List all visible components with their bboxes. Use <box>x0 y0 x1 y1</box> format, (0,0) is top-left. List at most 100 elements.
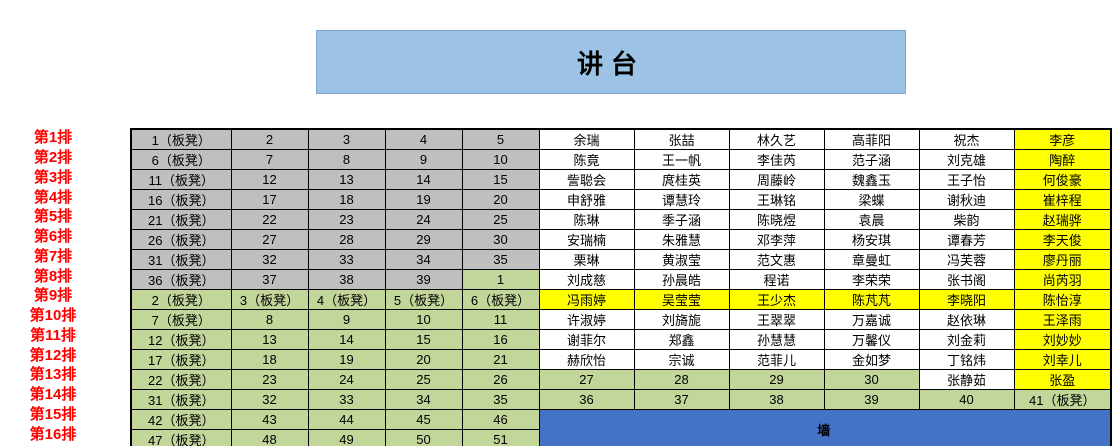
seat-cell[interactable]: 1（板凳） <box>130 128 232 150</box>
seat-cell[interactable]: 38 <box>307 269 386 290</box>
student-cell[interactable]: 高菲阳 <box>823 128 920 150</box>
seat-cell[interactable]: 22 <box>230 209 309 230</box>
student-cell[interactable]: 庹桂英 <box>633 169 730 190</box>
student-cell[interactable]: 陈琳 <box>538 209 635 230</box>
student-cell[interactable]: 何俊豪 <box>1013 169 1112 190</box>
seat-cell[interactable]: 3（板凳） <box>230 289 309 310</box>
seat-cell[interactable]: 29 <box>384 229 463 250</box>
student-cell[interactable]: 谭春芳 <box>918 229 1015 250</box>
student-cell[interactable]: 王一帆 <box>633 149 730 170</box>
seat-cell[interactable]: 35 <box>461 389 540 410</box>
seat-cell[interactable]: 27 <box>538 369 635 390</box>
seat-cell[interactable]: 20 <box>384 349 463 370</box>
student-cell[interactable]: 邓李萍 <box>728 229 825 250</box>
seat-cell[interactable]: 40 <box>918 389 1015 410</box>
student-cell[interactable]: 谭慧玲 <box>633 189 730 210</box>
student-cell[interactable]: 申舒雅 <box>538 189 635 210</box>
seat-cell[interactable]: 31（板凳） <box>130 249 232 270</box>
student-cell[interactable]: 李天俊 <box>1013 229 1112 250</box>
seat-cell[interactable]: 39 <box>384 269 463 290</box>
seat-cell[interactable]: 31（板凳） <box>130 389 232 410</box>
student-cell[interactable]: 陈晓煜 <box>728 209 825 230</box>
seat-cell[interactable]: 49 <box>307 429 386 446</box>
seat-cell[interactable]: 34 <box>384 249 463 270</box>
student-cell[interactable]: 崔梓程 <box>1013 189 1112 210</box>
student-cell[interactable]: 廖丹丽 <box>1013 249 1112 270</box>
student-cell[interactable]: 栗琳 <box>538 249 635 270</box>
seat-cell[interactable]: 8 <box>307 149 386 170</box>
seat-cell[interactable]: 4（板凳） <box>307 289 386 310</box>
student-cell[interactable]: 赵瑞骅 <box>1013 209 1112 230</box>
student-cell[interactable]: 柴韵 <box>918 209 1015 230</box>
seat-cell[interactable]: 13 <box>307 169 386 190</box>
student-cell[interactable]: 王少杰 <box>728 289 825 310</box>
seat-cell[interactable]: 37 <box>633 389 730 410</box>
student-cell[interactable]: 魏鑫玉 <box>823 169 920 190</box>
seat-cell[interactable]: 6（板凳） <box>130 149 232 170</box>
seat-cell[interactable]: 46 <box>461 409 540 430</box>
student-cell[interactable]: 黄淑莹 <box>633 249 730 270</box>
seat-cell[interactable]: 36 <box>538 389 635 410</box>
student-cell[interactable]: 刘金莉 <box>918 329 1015 350</box>
student-cell[interactable]: 梁蝶 <box>823 189 920 210</box>
seat-cell[interactable]: 13 <box>230 329 309 350</box>
student-cell[interactable]: 杨安琪 <box>823 229 920 250</box>
seat-cell[interactable]: 21 <box>461 349 540 370</box>
seat-cell[interactable]: 12（板凳） <box>130 329 232 350</box>
student-cell[interactable]: 刘妙妙 <box>1013 329 1112 350</box>
seat-cell[interactable]: 18 <box>230 349 309 370</box>
seat-cell[interactable]: 1 <box>461 269 540 290</box>
seat-cell[interactable]: 16 <box>461 329 540 350</box>
seat-cell[interactable]: 25 <box>461 209 540 230</box>
student-cell[interactable]: 冯芙蓉 <box>918 249 1015 270</box>
seat-cell[interactable]: 14 <box>307 329 386 350</box>
student-cell[interactable]: 李佳芮 <box>728 149 825 170</box>
student-cell[interactable]: 陈芃芃 <box>823 289 920 310</box>
seat-cell[interactable]: 24 <box>384 209 463 230</box>
seat-cell[interactable]: 8 <box>230 309 309 330</box>
seat-cell[interactable]: 19 <box>307 349 386 370</box>
seat-cell[interactable]: 45 <box>384 409 463 430</box>
student-cell[interactable]: 王琳铭 <box>728 189 825 210</box>
student-cell[interactable]: 张静茹 <box>918 369 1015 390</box>
seat-cell[interactable]: 15 <box>461 169 540 190</box>
seat-cell[interactable]: 29 <box>728 369 825 390</box>
seat-cell[interactable]: 22（板凳） <box>130 369 232 390</box>
seat-cell[interactable]: 20 <box>461 189 540 210</box>
seat-cell[interactable]: 36（板凳） <box>130 269 232 290</box>
student-cell[interactable]: 程诺 <box>728 269 825 290</box>
student-cell[interactable]: 许淑婷 <box>538 309 635 330</box>
seat-cell[interactable]: 9 <box>384 149 463 170</box>
student-cell[interactable]: 丁铭炜 <box>918 349 1015 370</box>
student-cell[interactable]: 陈竟 <box>538 149 635 170</box>
student-cell[interactable]: 林久艺 <box>728 128 825 150</box>
seat-cell[interactable]: 3 <box>307 128 386 150</box>
student-cell[interactable]: 刘旖旎 <box>633 309 730 330</box>
seat-cell[interactable]: 9 <box>307 309 386 330</box>
seat-cell[interactable]: 11（板凳） <box>130 169 232 190</box>
student-cell[interactable]: 赵依琳 <box>918 309 1015 330</box>
student-cell[interactable]: 袁晨 <box>823 209 920 230</box>
seat-cell[interactable]: 48 <box>230 429 309 446</box>
seat-cell[interactable]: 51 <box>461 429 540 446</box>
student-cell[interactable]: 李荣荣 <box>823 269 920 290</box>
student-cell[interactable]: 孙慧慧 <box>728 329 825 350</box>
student-cell[interactable]: 王翠翠 <box>728 309 825 330</box>
seat-cell[interactable]: 28 <box>633 369 730 390</box>
seat-cell[interactable]: 10 <box>461 149 540 170</box>
seat-cell[interactable]: 50 <box>384 429 463 446</box>
student-cell[interactable]: 訾聪会 <box>538 169 635 190</box>
student-cell[interactable]: 祝杰 <box>918 128 1015 150</box>
student-cell[interactable]: 张书阁 <box>918 269 1015 290</box>
student-cell[interactable]: 张喆 <box>633 128 730 150</box>
seat-cell[interactable]: 32 <box>230 249 309 270</box>
student-cell[interactable]: 吴莹莹 <box>633 289 730 310</box>
student-cell[interactable]: 张盈 <box>1013 369 1112 390</box>
seat-cell[interactable]: 11 <box>461 309 540 330</box>
seat-cell[interactable]: 10 <box>384 309 463 330</box>
student-cell[interactable]: 赫欣怡 <box>538 349 635 370</box>
seat-cell[interactable]: 35 <box>461 249 540 270</box>
student-cell[interactable]: 尚芮羽 <box>1013 269 1112 290</box>
seat-cell[interactable]: 33 <box>307 389 386 410</box>
student-cell[interactable]: 刘幸儿 <box>1013 349 1112 370</box>
